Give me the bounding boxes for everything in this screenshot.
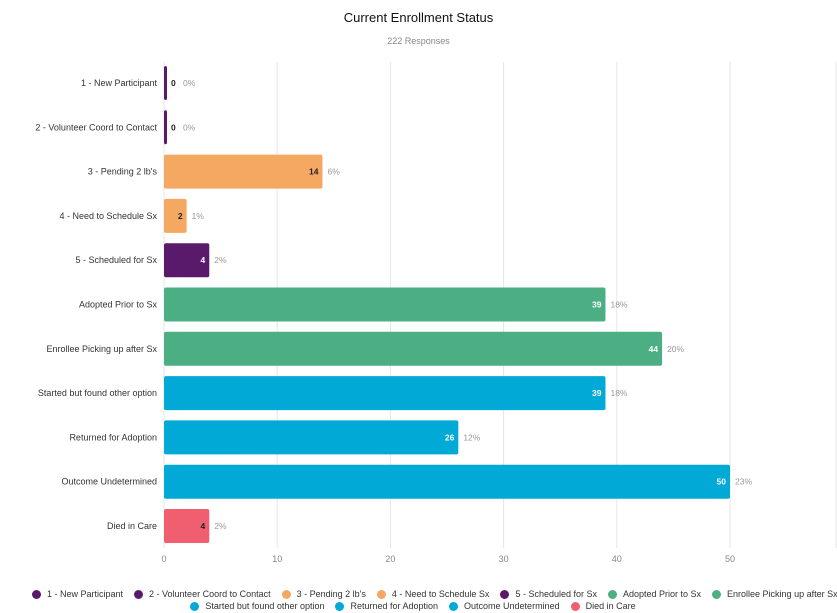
- x-tick-label: 10: [272, 554, 282, 564]
- legend-label: Enrollee Picking up after Sx: [727, 589, 837, 599]
- percent-label: 0%: [183, 78, 196, 88]
- labels: 0 10 20 30 40 501 - New Participant 0 0%2 - Vol…: [35, 78, 752, 564]
- category-label: 1 - New Participant: [81, 78, 158, 88]
- category-label: 3 - Pending 2 lb's: [88, 167, 158, 177]
- legend-item[interactable]: Enrollee Picking up after Sx: [712, 588, 837, 600]
- legend: 1 - New Participant 2 - Volunteer Coord t…: [0, 588, 837, 613]
- bar: [164, 243, 210, 278]
- legend-item[interactable]: 4 - Need to Schedule Sx: [376, 588, 490, 600]
- bar: [164, 198, 187, 233]
- bar: [164, 509, 210, 543]
- bar: [164, 154, 323, 189]
- legend-label: 2 - Volunteer Coord to Contact: [149, 589, 271, 599]
- value-label: 44: [649, 344, 659, 354]
- bar: [164, 66, 167, 100]
- category-label: Started but found other option: [38, 388, 157, 398]
- legend-item[interactable]: 1 - New Participant: [32, 588, 123, 600]
- category-label: 4 - Need to Schedule Sx: [59, 211, 157, 221]
- percent-label: 0%: [183, 122, 196, 132]
- value-label: 2: [178, 211, 183, 221]
- legend-dot-icon: [376, 589, 386, 599]
- legend-dot-icon: [190, 601, 200, 611]
- legend-dot-icon: [134, 589, 144, 599]
- percent-label: 2%: [214, 521, 227, 531]
- value-label: 0: [171, 78, 176, 88]
- legend-row: Started but found other option Returned f…: [0, 600, 837, 612]
- percent-label: 1%: [192, 211, 205, 221]
- bar: [164, 420, 459, 455]
- value-label: 4: [201, 521, 206, 531]
- value-label: 39: [592, 388, 602, 398]
- percent-label: 6%: [327, 167, 340, 177]
- legend-row: 1 - New Participant 2 - Volunteer Coord t…: [0, 588, 837, 600]
- legend-dot-icon: [712, 589, 722, 599]
- legend-item[interactable]: 3 - Pending 2 lb's: [281, 588, 366, 600]
- legend-item[interactable]: Died in Care: [570, 600, 636, 612]
- value-label: 26: [445, 432, 455, 442]
- legend-label: Died in Care: [585, 601, 636, 611]
- legend-dot-icon: [281, 589, 291, 599]
- percent-label: 12%: [463, 432, 480, 442]
- value-label: 4: [201, 255, 206, 265]
- legend-dot-icon: [570, 601, 580, 611]
- x-tick-label: 50: [725, 554, 735, 564]
- value-label: 14: [309, 167, 319, 177]
- bars: [164, 66, 730, 543]
- x-tick-label: 30: [499, 554, 509, 564]
- category-label: 5 - Scheduled for Sx: [75, 255, 157, 265]
- category-label: Outcome Undetermined: [61, 477, 157, 487]
- legend-item[interactable]: 5 - Scheduled for Sx: [500, 588, 597, 600]
- legend-label: Adopted Prior to Sx: [622, 589, 702, 599]
- legend-item[interactable]: Adopted Prior to Sx: [607, 588, 702, 600]
- value-label: 50: [717, 477, 727, 487]
- chart-subtitle: 222 Responses: [387, 36, 450, 46]
- legend-label: Returned for Adoption: [350, 601, 439, 611]
- category-label: Enrollee Picking up after Sx: [46, 344, 157, 354]
- bar: [164, 110, 167, 145]
- x-tick-label: 20: [385, 554, 395, 564]
- percent-label: 20%: [667, 344, 684, 354]
- bar: [164, 376, 606, 411]
- bar: [164, 287, 606, 322]
- bar: [164, 331, 663, 366]
- x-tick-label: 0: [161, 554, 166, 564]
- percent-label: 18%: [610, 300, 627, 310]
- legend-label: Started but found other option: [205, 601, 325, 611]
- legend-label: Outcome Undetermined: [464, 601, 560, 611]
- category-label: Returned for Adoption: [69, 432, 157, 442]
- legend-item[interactable]: 2 - Volunteer Coord to Contact: [134, 588, 271, 600]
- legend-dot-icon: [335, 601, 345, 611]
- legend-dot-icon: [32, 589, 41, 599]
- category-label: Died in Care: [107, 521, 157, 531]
- bar-chart: 0 10 20 30 40 501 - New Participant 0 0%2 - Vol…: [35, 62, 837, 564]
- value-label: 39: [592, 300, 602, 310]
- legend-item[interactable]: Outcome Undetermined: [449, 600, 560, 612]
- legend-label: 5 - Scheduled for Sx: [515, 589, 597, 599]
- legend-label: 4 - Need to Schedule Sx: [391, 589, 490, 599]
- legend-item[interactable]: Returned for Adoption: [335, 600, 438, 612]
- percent-label: 18%: [610, 388, 627, 398]
- legend-dot-icon: [449, 601, 459, 611]
- legend-label: 3 - Pending 2 lb's: [296, 589, 366, 599]
- x-tick-label: 40: [612, 554, 622, 564]
- legend-item[interactable]: Started but found other option: [190, 600, 324, 612]
- legend-label: 1 - New Participant: [47, 589, 124, 599]
- value-label: 0: [171, 122, 176, 132]
- category-label: 2 - Volunteer Coord to Contact: [35, 122, 157, 132]
- legend-dot-icon: [500, 589, 510, 599]
- chart-title: Current Enrollment Status: [343, 10, 494, 25]
- percent-label: 2%: [214, 255, 227, 265]
- bar: [164, 464, 730, 499]
- percent-label: 23%: [735, 477, 752, 487]
- category-label: Adopted Prior to Sx: [79, 300, 158, 310]
- legend-dot-icon: [607, 589, 617, 599]
